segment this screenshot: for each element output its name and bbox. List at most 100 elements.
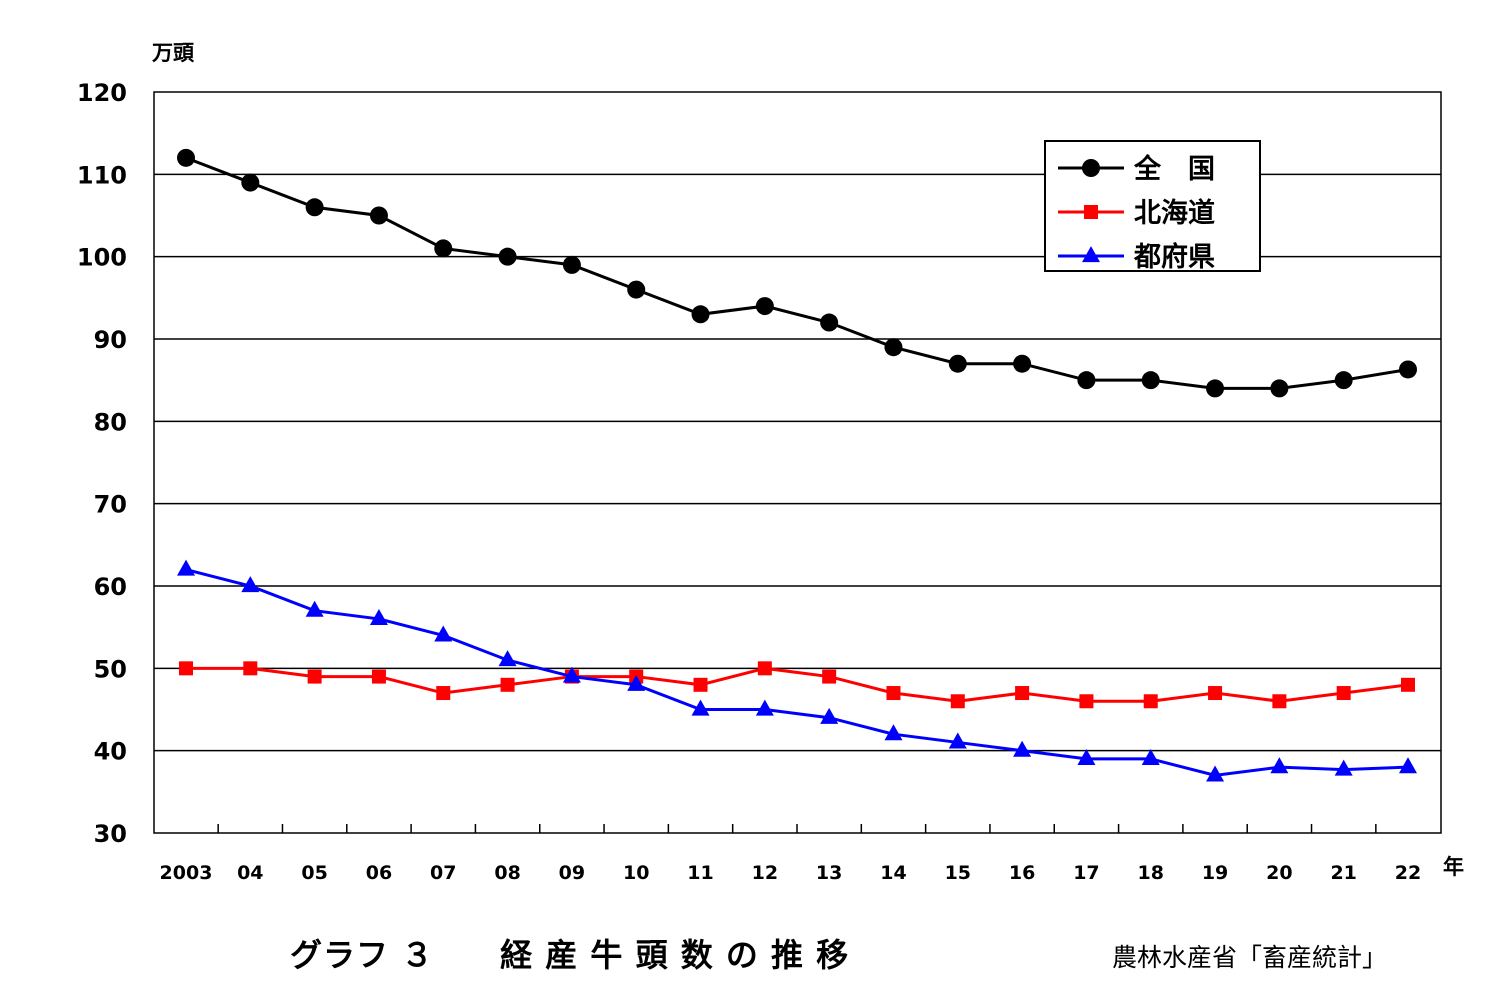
data-point (1082, 159, 1100, 177)
x-tick-label: 11 (687, 862, 713, 884)
data-point (371, 669, 386, 684)
y-axis-ticks: 30 40 50 60 70 80 90 100 110 120 (77, 79, 127, 848)
y-tick-label: 30 (94, 820, 127, 848)
data-point (500, 677, 515, 692)
source-note: 農林水産省「畜産統計」 (1112, 943, 1387, 972)
chart-title: グラフ ３ 経 産 牛 頭 数 の 推 移 (290, 936, 849, 974)
legend-label: 全 国 (1133, 153, 1215, 185)
x-tick-label: 18 (1138, 862, 1164, 884)
x-tick-label: 10 (623, 862, 649, 884)
series-2 (177, 559, 1417, 782)
y-tick-label: 50 (94, 655, 127, 683)
x-tick-label: 07 (430, 862, 456, 884)
data-point (1077, 371, 1096, 390)
x-axis-unit-label: 年 (1443, 855, 1464, 879)
data-point (1401, 677, 1415, 692)
data-point (1013, 740, 1032, 757)
data-point (1084, 205, 1098, 219)
y-tick-label: 120 (77, 79, 127, 107)
data-point (627, 674, 646, 691)
x-axis-ticks: 2003 04 05 06 07 08 09 10 11 12 13 14 15 16 17 18 19 20 21… (160, 824, 1421, 884)
y-tick-label: 80 (94, 408, 127, 436)
series-1 (179, 661, 1415, 709)
data-point (177, 148, 195, 167)
data-point (1206, 379, 1225, 398)
data-point (1208, 686, 1223, 701)
x-tick-label: 15 (945, 862, 971, 884)
data-point (755, 297, 774, 316)
x-tick-label: 17 (1073, 862, 1099, 884)
data-point (305, 600, 324, 617)
legend-item-1: 北海道 (1058, 197, 1215, 229)
data-point (434, 625, 453, 642)
series-0 (177, 148, 1417, 398)
data-point (1077, 748, 1096, 765)
data-point (820, 313, 839, 332)
data-point (562, 666, 581, 683)
data-point (1272, 694, 1287, 709)
data-point (693, 677, 708, 692)
data-point (820, 707, 839, 724)
data-point (1270, 757, 1289, 774)
data-point (1082, 246, 1100, 263)
y-tick-label: 100 (77, 244, 127, 272)
data-point (1334, 371, 1353, 390)
legend-label: 北海道 (1134, 197, 1215, 229)
x-tick-label: 09 (559, 862, 585, 884)
data-point (1141, 371, 1160, 390)
series-line (186, 666, 1409, 703)
data-point (948, 732, 967, 749)
legend-item-0: 全 国 (1058, 153, 1215, 185)
x-tick-label: 22 (1395, 862, 1421, 884)
data-point (243, 661, 258, 676)
data-point (369, 206, 388, 225)
y-tick-label: 60 (94, 573, 127, 601)
data-point (1334, 759, 1353, 776)
data-point (691, 305, 710, 324)
data-point (241, 173, 260, 192)
x-tick-label: 20 (1266, 862, 1292, 884)
data-point (434, 239, 453, 258)
y-tick-label: 40 (94, 738, 127, 766)
data-point (948, 354, 967, 373)
data-point (884, 724, 903, 741)
legend-item-2: 都府県 (1058, 241, 1215, 273)
data-point (498, 247, 517, 266)
data-point (436, 686, 451, 701)
x-tick-label: 12 (752, 862, 778, 884)
x-tick-label: 16 (1009, 862, 1035, 884)
y-tick-label: 90 (94, 326, 127, 354)
data-point (1143, 694, 1158, 709)
x-tick-label: 04 (237, 862, 263, 884)
x-tick-label: 2003 (160, 862, 213, 884)
series-line (185, 568, 1409, 777)
x-tick-label: 08 (494, 862, 520, 884)
data-point (1270, 379, 1289, 398)
x-tick-label: 05 (301, 862, 327, 884)
series-line (185, 156, 1409, 390)
data-point (1079, 694, 1094, 709)
data-point (1015, 686, 1030, 701)
data-point (1206, 765, 1225, 782)
data-point (241, 576, 260, 593)
y-tick-label: 110 (77, 161, 127, 189)
data-point (1013, 354, 1032, 373)
x-tick-label: 06 (366, 862, 392, 884)
data-point (691, 699, 710, 716)
data-point (179, 661, 193, 676)
data-point (1399, 360, 1417, 379)
data-point (886, 686, 901, 701)
x-tick-label: 21 (1330, 862, 1356, 884)
data-point (177, 559, 195, 576)
data-point (1141, 748, 1160, 765)
data-point (884, 338, 903, 357)
data-point (562, 255, 581, 274)
data-point (822, 669, 837, 684)
data-point (757, 661, 772, 676)
series-group (177, 148, 1417, 782)
data-point (755, 699, 774, 716)
gridlines (154, 173, 1441, 752)
y-axis-unit-label: 万頭 (151, 41, 195, 65)
legend-box (1044, 140, 1261, 272)
